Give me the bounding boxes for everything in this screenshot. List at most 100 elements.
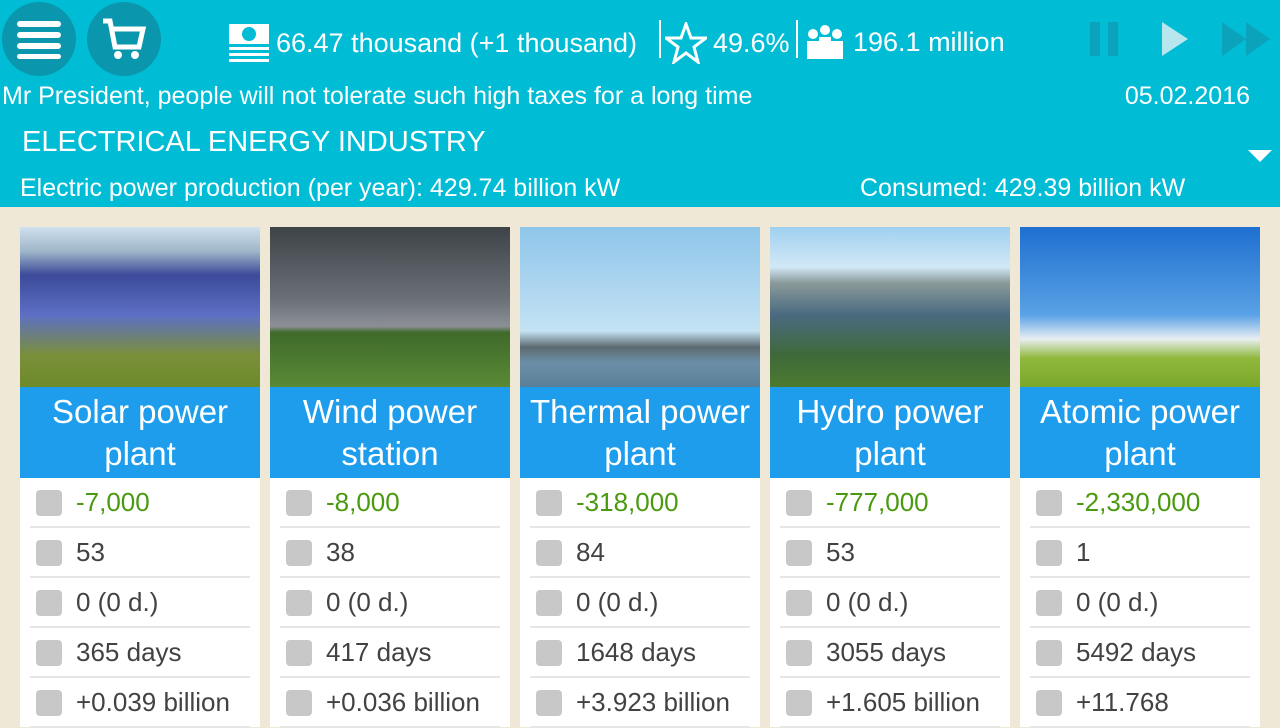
plant-output: +0.036 billion (326, 686, 480, 717)
plant-build-time-row: 1648 days (530, 628, 750, 678)
plant-output-row: +3.923 billion (530, 678, 750, 728)
plant-cost-row: -8,000 (280, 478, 500, 528)
plant-build-time-row: 365 days (30, 628, 250, 678)
price-tag-icon (780, 482, 820, 522)
section-title: ELECTRICAL ENERGY INDUSTRY (22, 126, 486, 158)
game-date: 05.02.2016 (1124, 82, 1250, 110)
menu-button[interactable] (2, 2, 76, 76)
plant-image (520, 227, 760, 387)
price-tag-icon (530, 482, 570, 522)
plant-count-row: 84 (530, 528, 750, 578)
plant-build-time-row: 3055 days (780, 628, 1000, 678)
dropdown-arrow-icon[interactable] (1248, 150, 1272, 162)
plant-title: Atomic power plant (1020, 387, 1260, 478)
plant-upkeep-row: 0 (0 d.) (280, 578, 500, 628)
fast-forward-button[interactable] (1222, 20, 1274, 58)
money-icon (229, 24, 269, 62)
refund-icon (1030, 582, 1070, 622)
calendar-icon (780, 632, 820, 672)
plant-build-time: 5492 days (1076, 636, 1196, 667)
plant-output: +11.768 (1076, 686, 1169, 717)
power-output-icon (30, 682, 70, 722)
plant-cost: -7,000 (76, 486, 150, 517)
plant-image (770, 227, 1010, 387)
plant-title: Solar power plant (20, 387, 260, 478)
buildings-icon (530, 532, 570, 572)
buildings-icon (1030, 532, 1070, 572)
power-output-icon (780, 682, 820, 722)
price-tag-icon (30, 482, 70, 522)
plant-build-time: 1648 days (576, 636, 696, 667)
plant-image (270, 227, 510, 387)
plant-output: +0.039 billion (76, 686, 230, 717)
plant-cost: -777,000 (826, 486, 929, 517)
refund-icon (530, 582, 570, 622)
plant-upkeep-row: 0 (0 d.) (30, 578, 250, 628)
plant-build-time-row: 5492 days (1030, 628, 1250, 678)
plant-title: Hydro power plant (770, 387, 1010, 478)
plant-build-time-row: 417 days (280, 628, 500, 678)
shop-button[interactable] (87, 2, 161, 76)
price-tag-icon (280, 482, 320, 522)
plant-count-row: 53 (780, 528, 1000, 578)
star-icon (665, 22, 707, 64)
pause-button[interactable] (1090, 20, 1120, 58)
plant-cost-row: -7,000 (30, 478, 250, 528)
plant-card[interactable]: Hydro power plant -777,000 53 0 (0 d.) 3… (770, 227, 1010, 728)
plant-upkeep: 0 (0 d.) (826, 586, 909, 617)
price-tag-icon (1030, 482, 1070, 522)
plant-image (20, 227, 260, 387)
plant-build-time: 417 days (326, 636, 432, 667)
production-text: Electric power production (per year): 42… (20, 174, 621, 202)
plant-build-time: 365 days (76, 636, 182, 667)
buildings-icon (780, 532, 820, 572)
power-output-icon (1030, 682, 1070, 722)
rating-stat: 49.6% (665, 22, 790, 64)
plant-count: 84 (576, 536, 605, 567)
plant-count-row: 1 (1030, 528, 1250, 578)
plant-count: 53 (826, 536, 855, 567)
advisor-message: Mr President, people will not tolerate s… (2, 82, 753, 110)
population-stat: 196.1 million (803, 22, 1005, 62)
money-stat: 66.47 thousand (+1 thousand) (228, 22, 637, 64)
consumed-text: Consumed: 429.39 billion kW (860, 174, 1186, 202)
plant-count: 1 (1076, 536, 1091, 567)
plant-upkeep-row: 0 (0 d.) (780, 578, 1000, 628)
plant-count: 53 (76, 536, 105, 567)
calendar-icon (530, 632, 570, 672)
divider (796, 20, 798, 58)
plant-output: +1.605 billion (826, 686, 980, 717)
plant-upkeep-row: 0 (0 d.) (1030, 578, 1250, 628)
plant-upkeep: 0 (0 d.) (1076, 586, 1159, 617)
plant-image (1020, 227, 1260, 387)
plant-output-row: +1.605 billion (780, 678, 1000, 728)
people-icon (807, 25, 843, 59)
plant-output: +3.923 billion (576, 686, 730, 717)
plant-count-row: 38 (280, 528, 500, 578)
refund-icon (780, 582, 820, 622)
cart-icon (103, 18, 147, 59)
plant-card[interactable]: Thermal power plant -318,000 84 0 (0 d.)… (520, 227, 760, 728)
power-output-icon (530, 682, 570, 722)
plant-output-row: +0.036 billion (280, 678, 500, 728)
plant-output-row: +11.768 (1030, 678, 1250, 728)
plant-card[interactable]: Solar power plant -7,000 53 0 (0 d.) 365… (20, 227, 260, 728)
refund-icon (30, 582, 70, 622)
plant-card[interactable]: Atomic power plant -2,330,000 1 0 (0 d.)… (1020, 227, 1260, 728)
plant-card[interactable]: Wind power station -8,000 38 0 (0 d.) 41… (270, 227, 510, 728)
plant-cost: -8,000 (326, 486, 400, 517)
divider (659, 20, 661, 58)
menu-icon (17, 21, 61, 59)
calendar-icon (1030, 632, 1070, 672)
plant-build-time: 3055 days (826, 636, 946, 667)
plant-cost-row: -318,000 (530, 478, 750, 528)
buildings-icon (280, 532, 320, 572)
plant-cost: -318,000 (576, 486, 679, 517)
top-bar: 66.47 thousand (+1 thousand) 49.6% 196.1… (0, 0, 1280, 207)
refund-icon (280, 582, 320, 622)
plant-upkeep: 0 (0 d.) (326, 586, 409, 617)
play-button[interactable] (1160, 20, 1190, 58)
plant-upkeep: 0 (0 d.) (576, 586, 659, 617)
calendar-icon (30, 632, 70, 672)
plant-count: 38 (326, 536, 355, 567)
